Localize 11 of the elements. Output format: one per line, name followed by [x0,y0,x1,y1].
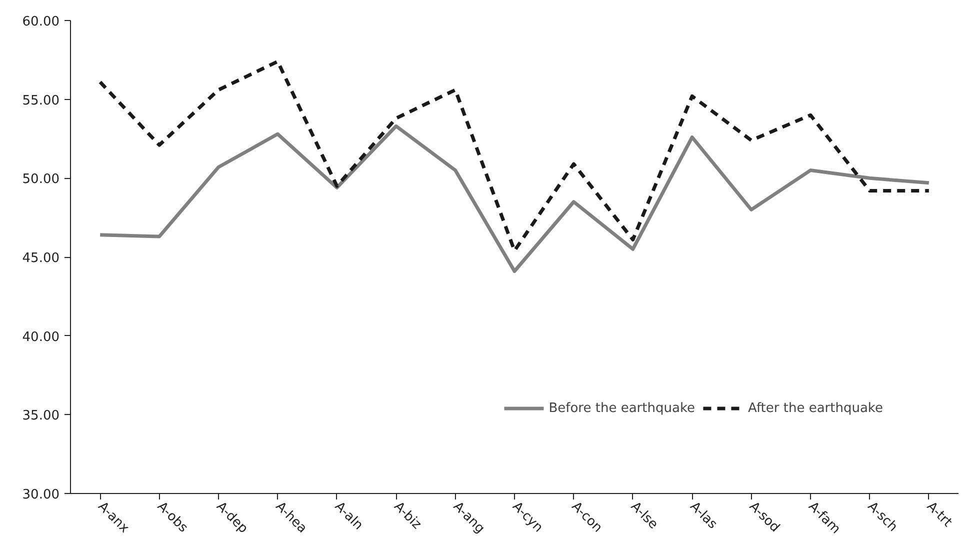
legend-label: Before the earthquake [548,400,696,416]
y-tick-label: 35.00 [22,408,60,424]
line-series [98,60,931,252]
y-tick-label: 60.00 [22,14,60,30]
y-tick-label: 45.00 [22,251,60,266]
y-tick-label: 40.00 [22,330,60,345]
line-series [98,124,931,273]
y-tick-label: 50.00 [22,172,60,188]
y-tick-label: 55.00 [22,93,60,108]
y-tick-label: 30.00 [22,488,60,502]
legend-label: After the earthquake [748,400,883,416]
